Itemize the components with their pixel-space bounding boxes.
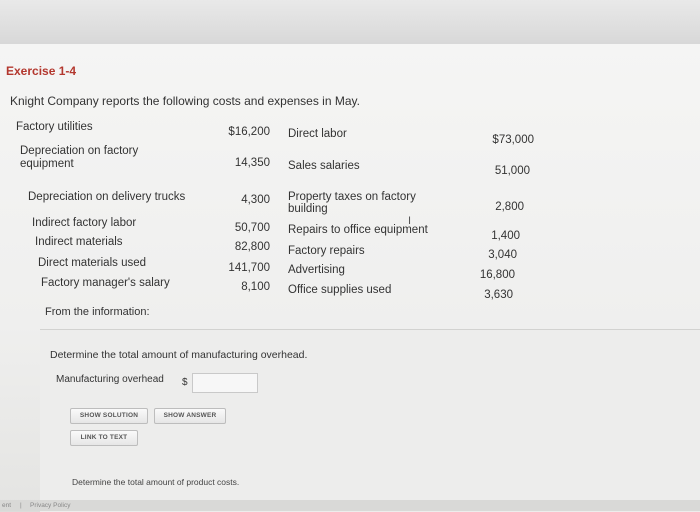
left-item-label-cont: equipment [20,158,74,170]
left-item-label: Factory utilities [16,121,93,133]
right-item-amount: 2,800 [495,201,524,213]
from-information-label: From the information: [45,306,150,318]
right-item-amount: 3,040 [488,249,517,261]
left-item-label: Direct materials used [38,257,147,269]
question-panel [40,329,700,512]
manufacturing-overhead-label: Manufacturing overhead [56,374,164,385]
left-item-label: Factory manager's salary [41,277,170,289]
question-prompt: Determine the total amount of manufactur… [50,349,308,361]
question-prompt-2: Determine the total amount of product co… [72,477,240,487]
left-item-amount: 8,100 [241,281,270,293]
right-item-label: Advertising [288,264,345,276]
browser-top-bar [0,0,700,45]
left-item-amount: 14,350 [234,157,270,169]
page-footer: ent | Privacy Policy [0,500,700,511]
right-item-label: Property taxes on factory [288,191,416,203]
right-item-amount: 16,800 [479,269,515,281]
exercise-title: Exercise 1-4 [6,64,77,78]
right-item-label: Office supplies used [288,284,392,296]
right-item-label: Repairs to office equipment [288,224,428,236]
left-item-label: Depreciation on delivery trucks [28,191,186,203]
right-item-amount: 3,630 [484,289,513,301]
show-answer-button[interactable]: SHOW ANSWER [154,408,226,424]
right-item-label-cont: building [288,203,328,215]
exercise-intro: Knight Company reports the following cos… [10,94,360,108]
right-item-amount: $73,000 [492,134,534,146]
right-item-amount: 51,000 [494,165,530,177]
left-item-label: Depreciation on factory [20,145,139,157]
right-item-amount: 1,400 [491,230,520,242]
show-solution-button[interactable]: SHOW SOLUTION [70,408,148,424]
right-item-label: Factory repairs [288,245,365,257]
footer-divider: | [20,502,22,509]
currency-symbol: $ [182,377,188,388]
left-item-amount: 82,800 [234,241,270,253]
left-item-amount: 4,300 [241,194,270,206]
left-item-label: Indirect factory labor [32,217,137,229]
footer-left-text: ent [2,502,12,509]
right-item-label: Direct labor [288,128,347,140]
exercise-sheet: Exercise 1-4 Knight Company reports the … [0,44,700,512]
left-item-amount: $16,200 [228,126,270,138]
left-item-label: Indirect materials [35,236,123,248]
right-item-label: Sales salaries [288,160,360,172]
manufacturing-overhead-input[interactable] [192,373,258,393]
link-to-text-button[interactable]: LINK TO TEXT [70,430,138,446]
left-item-amount: 50,700 [234,222,270,234]
privacy-policy-link[interactable]: Privacy Policy [30,502,71,509]
left-item-amount: 141,700 [228,262,270,274]
text-cursor-icon: I [408,215,412,227]
